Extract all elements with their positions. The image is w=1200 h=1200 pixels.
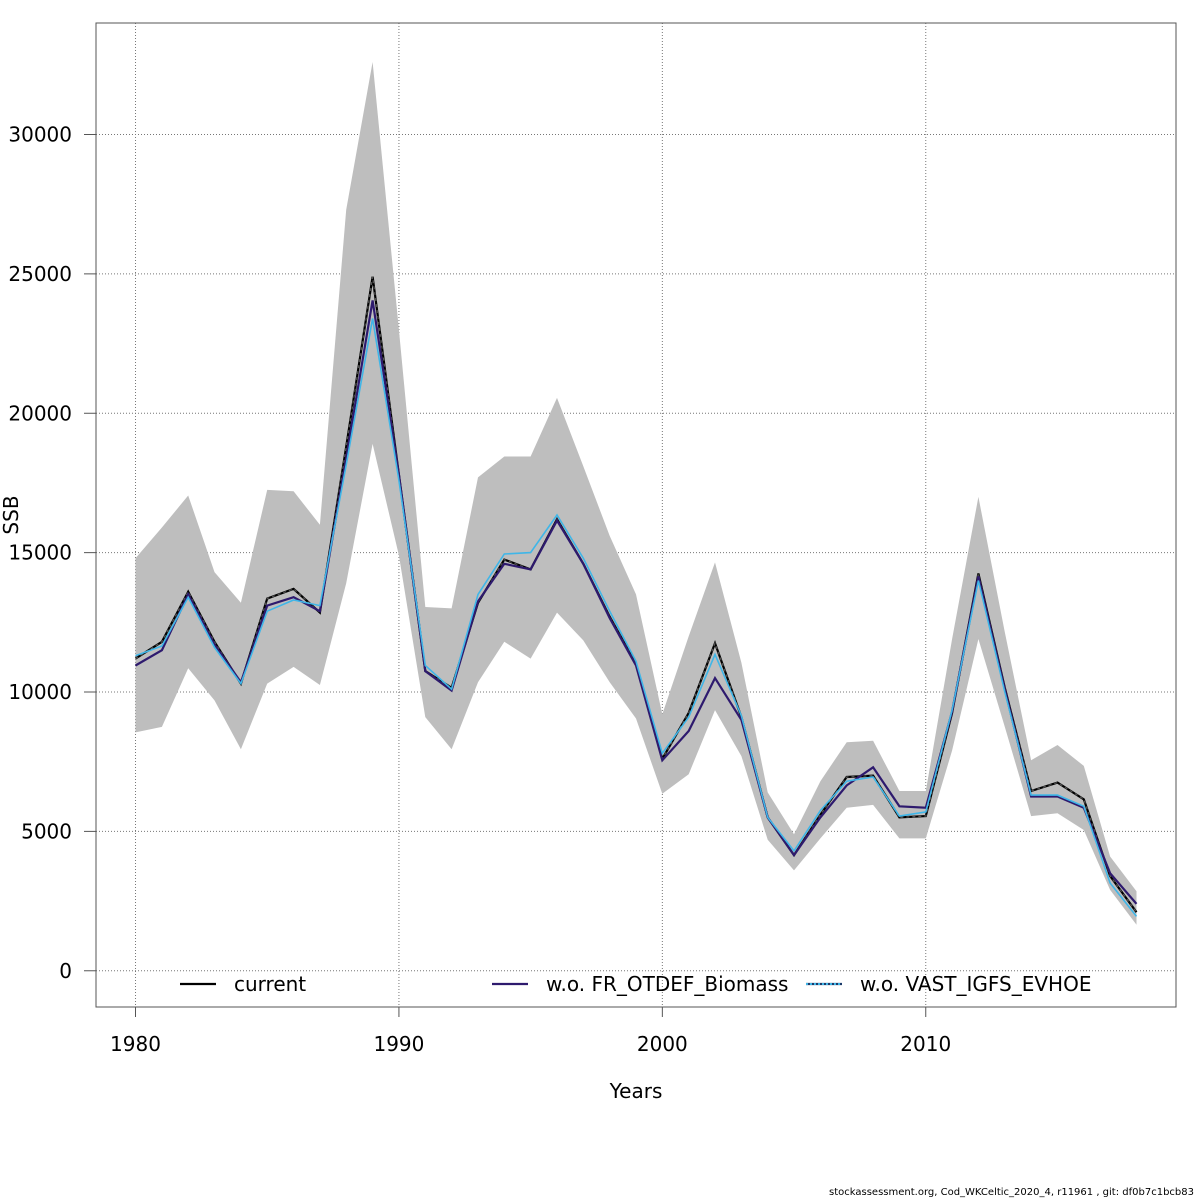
x-axis: 1980 1990 2000 2010 xyxy=(110,1007,951,1056)
legend-label-0: current xyxy=(234,972,306,996)
x-tick-label-2000: 2000 xyxy=(637,1032,688,1056)
y-tick-label-10000: 10000 xyxy=(8,680,72,704)
y-axis: 0 5000 10000 15000 20000 25000 30000 xyxy=(8,123,96,983)
legend-label-2: w.o. VAST_IGFS_EVHOE xyxy=(860,972,1091,996)
plot-frame xyxy=(95,22,1177,1008)
grid-lines xyxy=(96,23,1176,1007)
confidence-band xyxy=(135,62,1137,925)
x-axis-label: Years xyxy=(609,1079,663,1103)
x-tick-label-2010: 2010 xyxy=(900,1032,951,1056)
series-lines xyxy=(134,276,1138,917)
y-tick-label-15000: 15000 xyxy=(8,541,72,565)
y-tick-label-5000: 5000 xyxy=(21,819,72,843)
y-tick-label-30000: 30000 xyxy=(8,123,72,147)
legend: current w.o. FR_OTDEF_Biomass w.o. VAST_IG… xyxy=(180,972,1091,996)
footer-credit: stockassessment.org, Cod_WKCeltic_2020_4… xyxy=(829,1187,1194,1198)
series-line-vast-igfs-evhoe xyxy=(135,318,1138,917)
x-tick-label-1980: 1980 xyxy=(110,1032,161,1056)
y-tick-label-20000: 20000 xyxy=(8,401,72,425)
y-axis-label: SSB xyxy=(0,495,23,534)
legend-label-1: w.o. FR_OTDEF_Biomass xyxy=(546,972,788,996)
y-tick-label-25000: 25000 xyxy=(8,262,72,286)
x-tick-label-1990: 1990 xyxy=(373,1032,424,1056)
y-tick-label-0: 0 xyxy=(59,959,72,983)
